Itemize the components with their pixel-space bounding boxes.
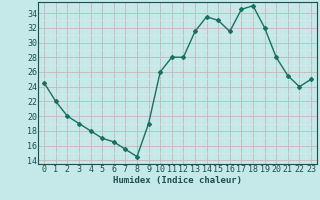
X-axis label: Humidex (Indice chaleur): Humidex (Indice chaleur) [113, 176, 242, 185]
